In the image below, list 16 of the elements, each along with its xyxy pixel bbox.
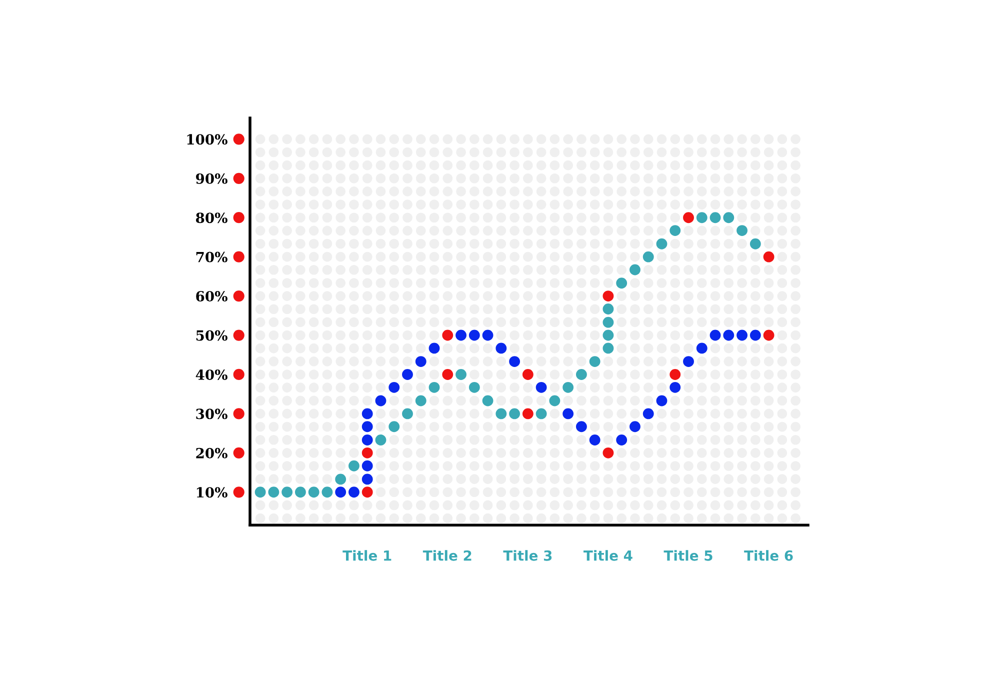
y-tick-label: 80% (196, 212, 228, 224)
y-tick-label: 50% (196, 330, 228, 341)
y-tick-label: 100% (187, 134, 228, 145)
x-tick-label: Title 5 (664, 550, 712, 561)
y-tick-label: 20% (196, 448, 228, 458)
y-tick-label: 40% (196, 369, 228, 380)
x-tick-label: Title 4 (584, 550, 632, 561)
x-tick-label: Title 2 (422, 550, 472, 561)
y-tick-label: 70% (196, 252, 228, 262)
x-tick-label: Title 1 (342, 550, 392, 561)
y-tick-label: 30% (196, 408, 228, 420)
x-tick-label: Title 3 (503, 550, 552, 561)
x-tick-label: Title 6 (744, 550, 793, 561)
y-tick-label: 10% (196, 487, 228, 498)
y-tick-label: 60% (196, 291, 228, 302)
y-tick-label: 90% (196, 173, 228, 184)
